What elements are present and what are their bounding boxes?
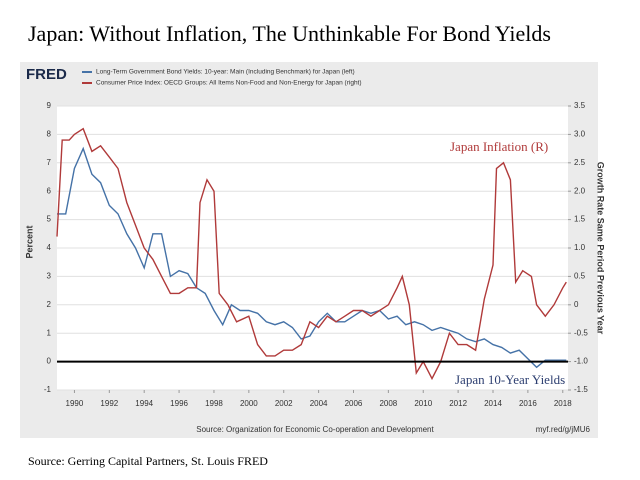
x-tick-label: 1992: [100, 399, 118, 408]
x-tick-label: 1998: [205, 399, 223, 408]
y2-tick-label: 1.5: [574, 215, 586, 224]
x-tick-label: 2006: [345, 399, 363, 408]
x-tick-label: 2000: [240, 399, 258, 408]
y2-tick-label: 3.5: [574, 101, 586, 110]
x-tick-label: 2008: [379, 399, 397, 408]
legend-label: Long-Term Government Bond Yields: 10-yea…: [96, 69, 355, 76]
y-tick-label: 7: [47, 158, 52, 167]
x-tick-label: 1994: [135, 399, 153, 408]
x-tick-label: 2018: [554, 399, 572, 408]
y2-tick-label: 1.0: [574, 243, 586, 252]
y-axis-label: Percent: [24, 225, 34, 258]
y2-tick-label: -1.5: [574, 385, 588, 394]
x-tick-label: 2012: [449, 399, 467, 408]
y-tick-label: 2: [47, 300, 52, 309]
y2-tick-label: 0: [574, 300, 579, 309]
legend-label: Consumer Price Index: OECD Groups: All I…: [96, 80, 362, 87]
y2-tick-label: -1.0: [574, 357, 588, 366]
x-tick-label: 1990: [66, 399, 84, 408]
footer: Source: Gerring Capital Partners, St. Lo…: [28, 454, 268, 468]
x-tick-label: 2014: [484, 399, 502, 408]
annotation: Japan 10-Year Yields: [455, 372, 565, 387]
y2-tick-label: 3.0: [574, 130, 586, 139]
y-tick-label: 4: [47, 243, 52, 252]
y-tick-label: 3: [47, 272, 52, 281]
x-tick-label: 2004: [310, 399, 328, 408]
y2-tick-label: 2.5: [574, 158, 586, 167]
x-tick-label: 1996: [170, 399, 188, 408]
y-tick-label: 5: [47, 215, 52, 224]
series-line: [57, 146, 567, 369]
link: myf.red/g/jMU6: [536, 425, 591, 434]
y-tick-label: 9: [47, 101, 52, 110]
y2-tick-label: 0.5: [574, 272, 586, 281]
y2-tick-label: -0.5: [574, 328, 588, 337]
annotation: Japan Inflation (R): [450, 139, 548, 154]
y2-tick-label: 2.0: [574, 186, 586, 195]
chart-title: Japan: Without Inflation, The Unthinkabl…: [28, 21, 551, 46]
source: Source: Organization for Economic Co-ope…: [196, 425, 434, 434]
logo: FRED: [26, 66, 67, 83]
y-tick-label: 0: [47, 357, 52, 366]
y-tick-label: -1: [44, 385, 52, 394]
y-tick-label: 6: [47, 186, 52, 195]
series-line: [56, 127, 567, 381]
x-tick-label: 2016: [519, 399, 537, 408]
y-tick-label: 1: [47, 328, 52, 337]
y-tick-label: 8: [47, 130, 52, 139]
x-tick-label: 2002: [275, 399, 293, 408]
x-tick-label: 2010: [414, 399, 432, 408]
y2-axis-label: Growth Rate Same Period Previous Year: [596, 162, 606, 335]
